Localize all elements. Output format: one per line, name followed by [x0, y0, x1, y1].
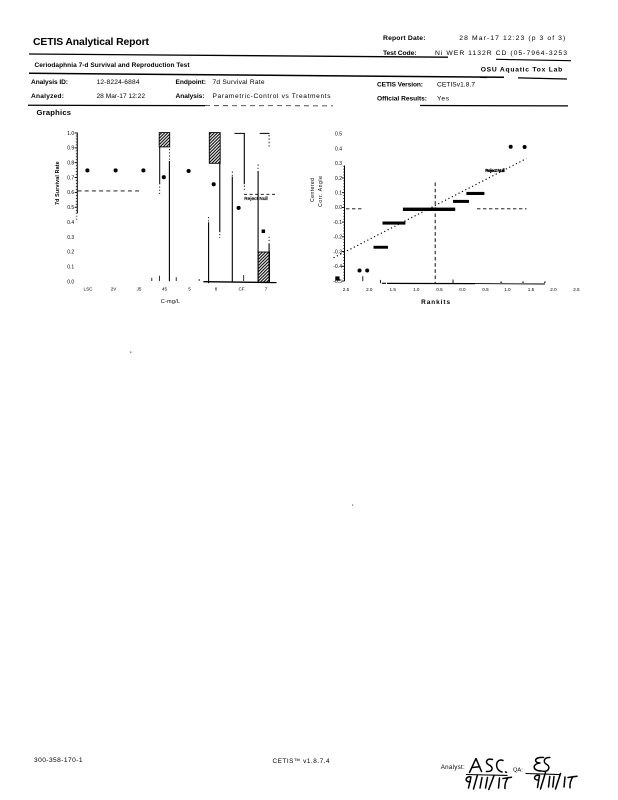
svg-text:0.2: 0.2	[67, 250, 74, 256]
svg-text:0.5: 0.5	[482, 287, 489, 292]
svg-text:5: 5	[188, 287, 191, 292]
svg-text:0.0: 0.0	[67, 279, 74, 285]
svg-text:CETIS™ v1.8.7.4: CETIS™ v1.8.7.4	[273, 758, 330, 765]
svg-text:Centered: Centered	[310, 178, 316, 202]
svg-text:OSU Aquatic Tox Lab: OSU Aquatic Tox Lab	[481, 66, 563, 73]
svg-text:1.0: 1.0	[413, 287, 420, 292]
svg-text:12-8224-6884: 12-8224-6884	[97, 79, 140, 86]
svg-text:0.4: 0.4	[335, 146, 342, 152]
svg-text:0.0: 0.0	[459, 287, 466, 292]
svg-text:0.3: 0.3	[67, 235, 74, 241]
svg-text:1.0: 1.0	[67, 131, 74, 137]
svg-text:7d Survival Rate: 7d Survival Rate	[213, 79, 265, 86]
svg-text:8: 8	[215, 287, 218, 292]
svg-text:0.4: 0.4	[67, 220, 74, 226]
svg-text:0.2: 0.2	[335, 176, 342, 182]
svg-text:Ni WER 1132R CD (05-7964-3253: Ni WER 1132R CD (05-7964-3253	[435, 50, 567, 57]
svg-text:1.0: 1.0	[504, 287, 511, 292]
svg-text:LSC: LSC	[84, 287, 94, 292]
svg-text:28 Mar-17 12:22: 28 Mar-17 12:22	[97, 93, 146, 100]
svg-text:Reject Null: Reject Null	[485, 168, 505, 173]
svg-text:Report Date:: Report Date:	[383, 35, 426, 42]
svg-text:Analyst:: Analyst:	[441, 764, 465, 771]
svg-text:QA:: QA:	[513, 767, 523, 773]
svg-text:2V: 2V	[111, 287, 118, 292]
svg-text:Ceriodaphnia 7-d Survival and: Ceriodaphnia 7-d Survival and Reproducti…	[35, 62, 191, 69]
svg-text:C-mg/L: C-mg/L	[161, 299, 180, 305]
svg-text:0.9: 0.9	[67, 146, 74, 152]
svg-text:-0.3: -0.3	[333, 249, 342, 255]
svg-text:2.0: 2.0	[550, 287, 557, 292]
svg-text:J5: J5	[137, 287, 142, 292]
svg-text:CETIS Analytical Report: CETIS Analytical Report	[33, 37, 150, 48]
svg-text:0.6: 0.6	[67, 190, 74, 196]
svg-text:2.5: 2.5	[343, 287, 350, 292]
svg-text:Analysis ID:: Analysis ID:	[31, 79, 68, 86]
svg-text:1.5: 1.5	[528, 287, 535, 292]
svg-text:2.0: 2.0	[366, 287, 373, 292]
svg-text:7: 7	[265, 287, 268, 292]
svg-text:Yes: Yes	[437, 96, 450, 103]
svg-text:Reject Null: Reject Null	[244, 196, 268, 201]
svg-text:-0.4: -0.4	[333, 264, 342, 270]
svg-text:Endpoint:: Endpoint:	[176, 79, 207, 86]
svg-text:-0.2: -0.2	[333, 235, 342, 241]
svg-text:Rankits: Rankits	[421, 299, 450, 306]
svg-text:Test Code:: Test Code:	[383, 50, 417, 57]
svg-text:Analysis:: Analysis:	[176, 93, 205, 100]
svg-text:7d Survival Rate: 7d Survival Rate	[55, 161, 61, 205]
svg-text:CF: CF	[238, 287, 244, 292]
svg-text:0.5: 0.5	[436, 287, 443, 292]
svg-text:0.7: 0.7	[67, 175, 74, 181]
svg-text:45: 45	[162, 287, 168, 292]
svg-text:300-358-170-1: 300-358-170-1	[34, 757, 83, 764]
svg-text:CETISv1.8.7: CETISv1.8.7	[437, 82, 475, 89]
svg-text:Graphics: Graphics	[37, 108, 72, 117]
svg-text:0.1: 0.1	[67, 264, 74, 270]
svg-text:2.5: 2.5	[573, 287, 580, 292]
svg-text:-0.5: -0.5	[333, 279, 342, 285]
svg-text:Analyzed:: Analyzed:	[31, 93, 64, 100]
svg-text:Official Results:: Official Results:	[377, 96, 427, 103]
svg-text:0.0: 0.0	[335, 205, 342, 211]
svg-text:0.8: 0.8	[67, 161, 74, 167]
svg-text:-0.1: -0.1	[333, 220, 342, 226]
svg-text:CETIS Version:: CETIS Version:	[377, 82, 423, 89]
svg-text:0.5: 0.5	[67, 205, 74, 211]
svg-text:1.5: 1.5	[390, 287, 397, 292]
svg-text:0.1: 0.1	[335, 190, 342, 196]
svg-text:Corr. Angle: Corr. Angle	[318, 176, 324, 207]
svg-text:0.5: 0.5	[335, 132, 342, 138]
svg-text:Parametric-Control vs Treatmen: Parametric-Control vs Treatments	[213, 93, 332, 100]
svg-text:28 Mar-17 12:23 (p 3 of 3): 28 Mar-17 12:23 (p 3 of 3)	[459, 35, 565, 42]
svg-text:0.3: 0.3	[335, 161, 342, 167]
